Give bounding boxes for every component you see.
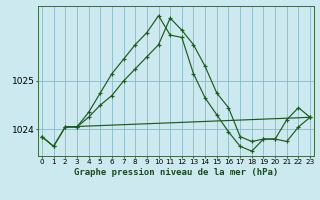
X-axis label: Graphe pression niveau de la mer (hPa): Graphe pression niveau de la mer (hPa): [74, 168, 278, 177]
